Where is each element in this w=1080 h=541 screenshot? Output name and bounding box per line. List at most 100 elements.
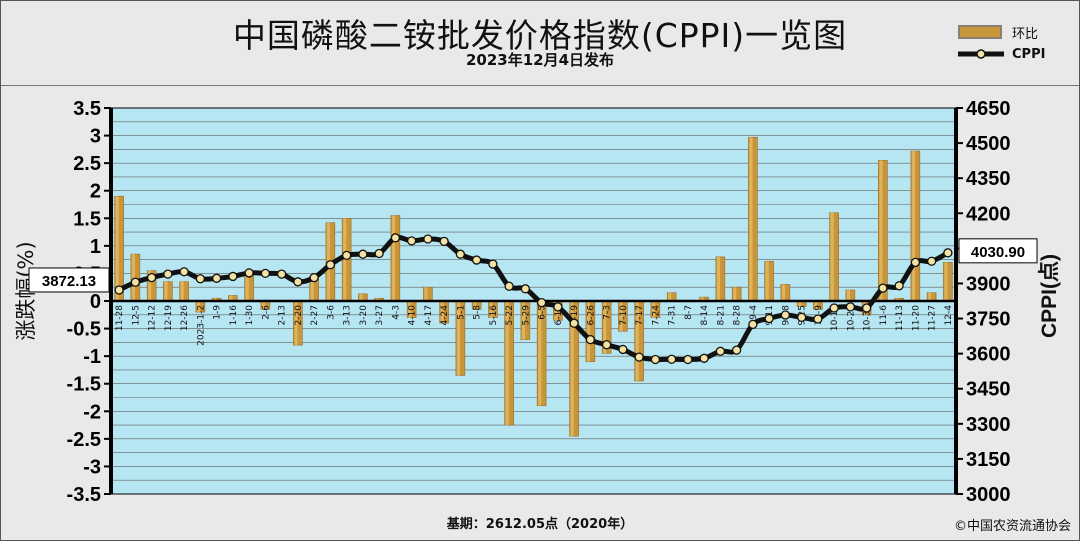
x-tick-label: 9-4 [749,305,759,320]
left-tick-label: 1.5 [73,208,101,230]
base-period-note: 基期：2612.05点（2020年） [446,517,634,532]
x-tick-label: 5-29 [521,305,531,326]
cppi-point-5-1 [455,249,466,259]
bar-highlight [196,301,201,313]
x-tick-label: 12-5 [131,305,141,325]
cppi-point-7-3 [601,340,612,350]
x-tick-label: 8-28 [733,305,743,326]
cppi-point-10-23 [845,302,856,312]
bar-highlight [586,301,591,362]
x-tick-label: 11-20 [911,305,921,331]
left-tick-label: 1 [90,236,101,258]
cppi-point-12-4 [943,248,953,258]
left-tick-label: 3 [90,126,101,148]
x-tick-label: 10-23 [846,305,856,331]
cppi-point-9-25 [796,312,807,323]
x-tick-label: 4-17 [424,305,434,325]
cppi-point-11-28 [114,285,124,295]
bar-highlight [115,196,119,301]
bar-highlight [310,276,314,301]
bar-highlight [570,301,574,437]
bar-highlight [473,301,477,310]
cppi-point-4-17 [423,234,433,244]
x-tick-label: 7-10 [619,305,629,326]
cppi-point-7-10 [618,344,628,355]
bar-highlight [521,301,526,340]
cppi-point-7-31 [666,354,677,364]
bar-highlight [603,301,607,354]
bar-highlight [830,212,834,301]
left-tick-label: -0.5 [67,319,101,341]
x-tick-label: 3-6 [326,305,336,320]
left-tick-label: -3 [83,456,101,478]
cppi-point-8-7 [683,354,693,365]
x-tick-label: 12-26 [180,305,190,331]
bar-highlight [765,261,769,301]
x-tick-label: 11-28 [115,305,125,331]
x-tick-label: 1-9 [213,305,223,320]
bar-highlight [148,270,152,301]
cppi-point-3-20 [358,249,368,259]
legend: 环比 CPPI [956,19,1066,69]
bar-highlight [294,301,298,346]
callout-box [28,267,110,293]
x-tick-label: 12-19 [164,305,174,331]
bar-highlight [814,301,818,310]
x-tick-label: 5-16 [489,305,499,326]
left-tick-label: 2 [90,181,101,203]
cppi-point-4-3 [390,233,401,243]
cppi-point-9-11 [764,313,774,324]
right-axis: 4650450043504200405039003750360034503300… [954,98,1061,506]
left-tick-label: 0 [90,291,101,313]
cppi-point-12-5 [130,277,141,287]
right-tick-label: 3150 [966,449,1011,471]
grid-lines [111,107,956,495]
x-tick-label: 11-27 [928,305,938,331]
bar-highlight [164,281,168,301]
right-tick-label: 3900 [966,273,1011,295]
cppi-point-12-26 [179,267,189,277]
bar-highlight [895,298,899,301]
cppi-point-8-14 [699,353,709,363]
x-tick-label: 7-3 [603,305,613,320]
bar-highlight [716,256,721,301]
bar-highlight [131,254,136,301]
left-tick-label: -2 [83,401,101,423]
cppi-point-9-18 [780,310,791,320]
left-tick-label: -3.5 [67,484,101,506]
bar-highlight [213,298,217,301]
cppi-point-6-12 [553,302,563,312]
bar-highlight [668,292,672,301]
x-tick-label: 12-4 [944,305,954,326]
cppi-point-5-29 [520,284,531,294]
bar-highlight [619,301,623,332]
end-value-text: 4030.90 [971,244,1025,261]
cppi-point-7-17 [634,352,644,362]
copyright-note: ©中国农资流通协会 [953,519,1071,534]
x-tick-label: 6-26 [586,305,596,326]
bar-highlight [456,301,461,376]
left-tick-label: -1.5 [67,374,101,396]
header: 中国磷酸二铵批发价格指数(CPPI)一览图 2023年12月4日发布 环比 CP… [1,1,1079,86]
legend-bar-swatch [958,25,1002,39]
bar-highlight [359,293,363,301]
cppi-line [118,234,950,363]
right-tick-label: 3000 [966,484,1011,506]
x-tick-label: 4-3 [391,305,401,320]
cppi-point-1-16 [228,271,238,282]
right-tick-label: 3600 [966,344,1011,366]
bar-highlight [180,281,184,301]
bar-highlight [781,284,786,301]
x-tick-label: 2-13 [278,305,288,325]
x-tick-label: 11-6 [879,305,889,326]
right-axis-label: CPPI(点) [1037,254,1061,338]
cppi-point-3-13 [341,250,352,261]
cppi-point-4-24 [439,236,449,246]
cppi-point-6-26 [585,334,596,345]
cppi-point-11-6 [878,283,888,293]
callout-box [958,238,1038,264]
right-tick-label: 4650 [966,98,1011,120]
cppi-point-10-16 [829,303,839,313]
right-tick-label: 3300 [966,414,1011,436]
